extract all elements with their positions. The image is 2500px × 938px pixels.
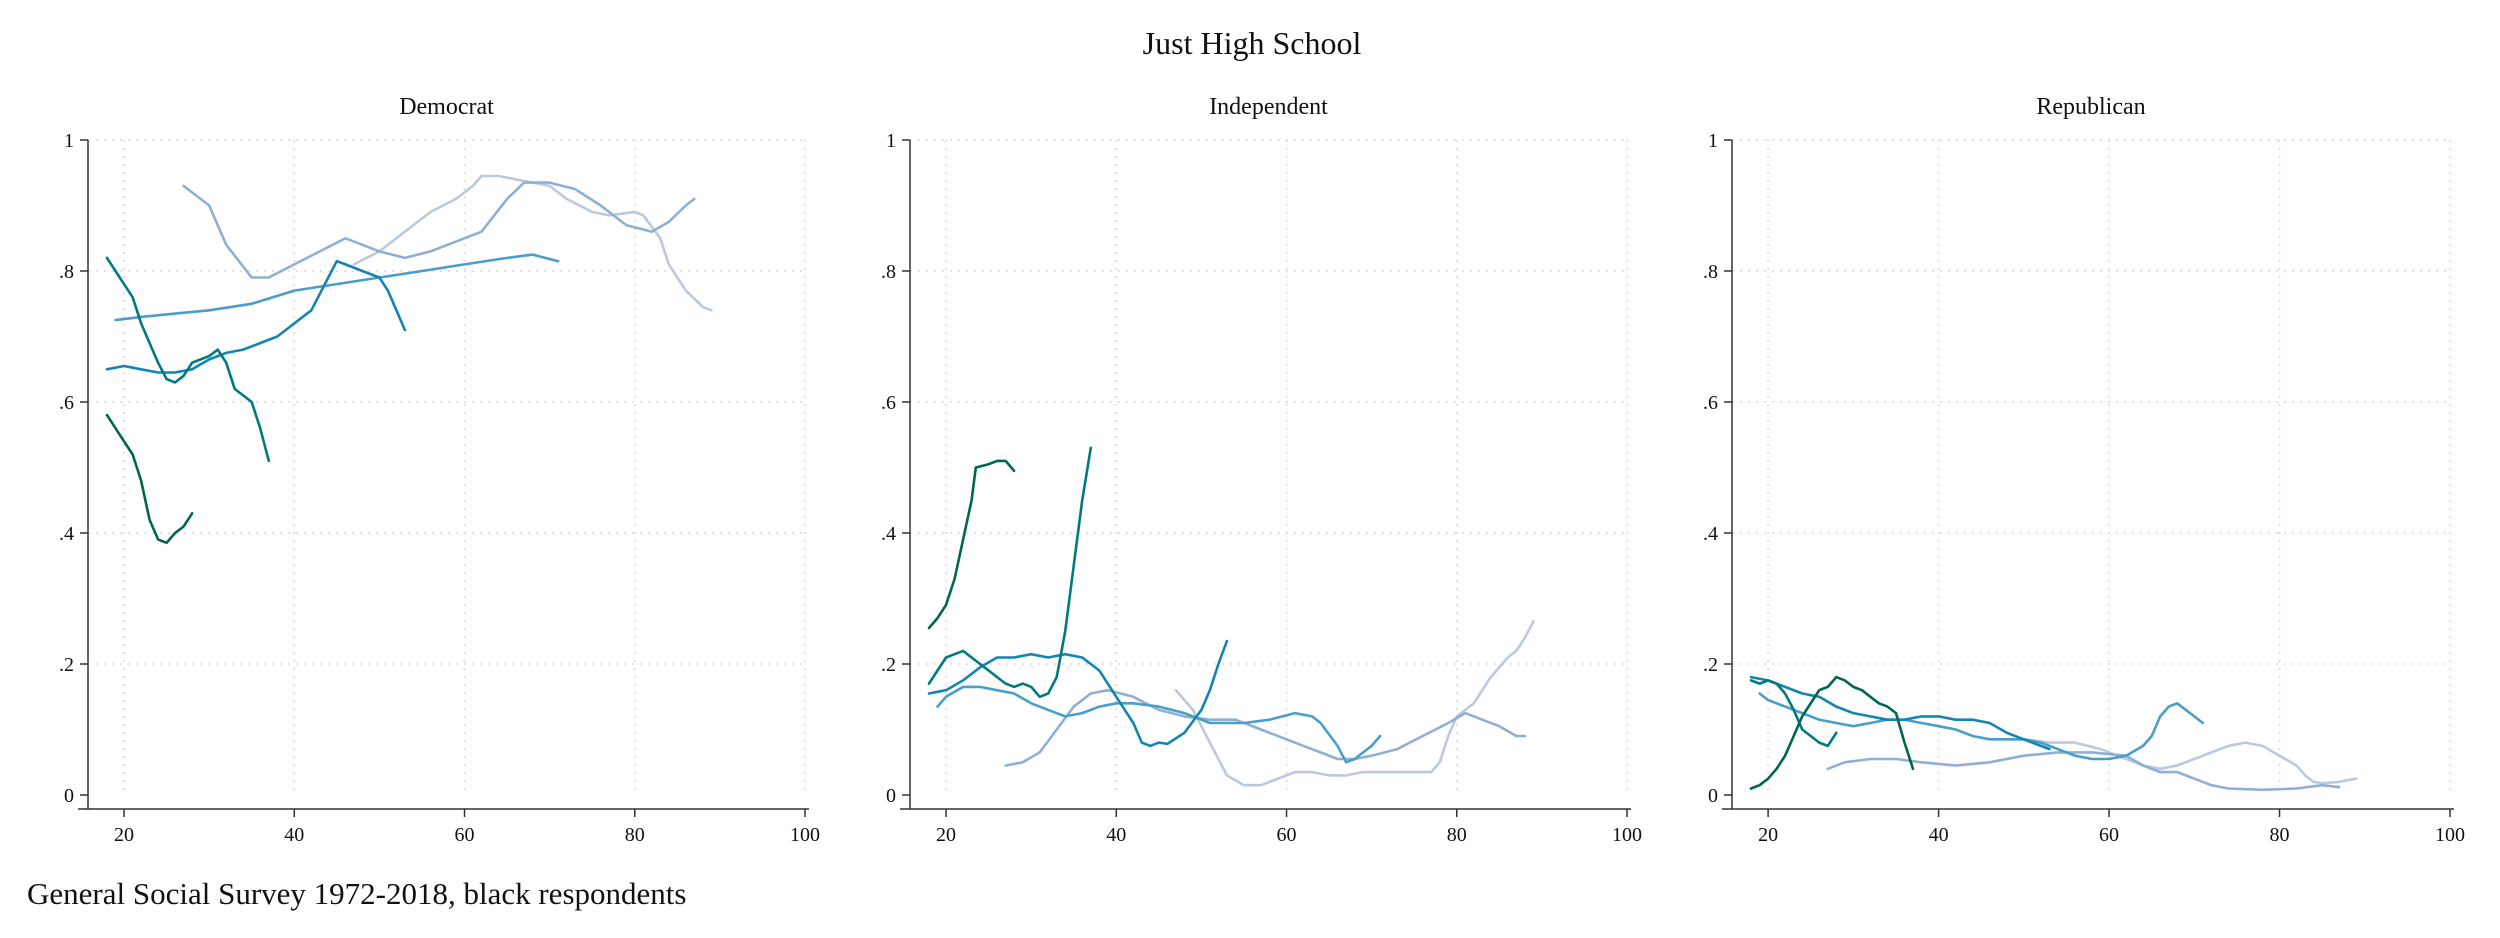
series-line-2 — [1749, 679, 1838, 748]
x-tick-label: 40 — [284, 824, 304, 846]
series-line-2 — [927, 446, 1093, 699]
y-tick-label: .8 — [881, 261, 896, 283]
x-tick-label: 40 — [1106, 824, 1126, 846]
panel-title: Democrat — [399, 94, 494, 120]
x-tick-label: 80 — [2270, 824, 2290, 846]
chart-title: Just High School — [1143, 25, 1362, 61]
y-tick-label: .8 — [1703, 261, 1718, 283]
x-tick-label: 60 — [2099, 824, 2119, 846]
y-tick-label: 1 — [64, 130, 74, 152]
y-tick-label: .4 — [59, 523, 74, 545]
source-note: General Social Survey 1972-2018, black r… — [27, 876, 687, 911]
series-line-1 — [1749, 675, 1915, 790]
y-tick-label: 0 — [1708, 785, 1718, 807]
x-tick-label: 80 — [625, 824, 645, 846]
series-line-5 — [1004, 688, 1527, 767]
series-line-3 — [927, 639, 1229, 748]
series-line-4 — [936, 685, 1382, 764]
series-line-1 — [105, 413, 194, 545]
y-tick-label: .2 — [1703, 654, 1718, 676]
y-tick-label: 1 — [886, 130, 896, 152]
y-tick-label: 0 — [886, 785, 896, 807]
series-line-6 — [1174, 620, 1535, 787]
series-line-3 — [1749, 675, 2051, 751]
y-tick-label: .6 — [59, 392, 74, 414]
x-tick-label: 20 — [114, 824, 134, 846]
x-tick-label: 60 — [455, 824, 475, 846]
panel-title: Republican — [2036, 94, 2145, 120]
x-tick-label: 60 — [1277, 824, 1297, 846]
y-tick-label: .4 — [1703, 523, 1718, 545]
series-line-6 — [352, 174, 713, 312]
x-tick-label: 100 — [790, 824, 820, 846]
series-line-1 — [927, 459, 1016, 630]
y-tick-label: 0 — [64, 785, 74, 807]
x-tick-label: 80 — [1447, 824, 1467, 846]
y-tick-label: .8 — [59, 261, 74, 283]
y-tick-label: .2 — [881, 654, 896, 676]
panel-democrat: Democrat 0 .2 .4 .6 .8 1 20 40 60 80 100 — [59, 94, 820, 846]
y-tick-label: .6 — [881, 392, 896, 414]
x-tick-label: 20 — [936, 824, 956, 846]
series-line-4 — [1758, 692, 2205, 761]
x-tick-label: 100 — [1612, 824, 1642, 846]
y-tick-label: .6 — [1703, 392, 1718, 414]
y-tick-label: 1 — [1708, 130, 1718, 152]
y-tick-label: .4 — [881, 523, 896, 545]
series-line-6 — [1996, 738, 2358, 785]
y-tick-label: .2 — [59, 654, 74, 676]
panel-republican: Republican 0 .2 .4 .6 .8 1 20 40 60 80 100 — [1703, 94, 2465, 846]
x-tick-label: 100 — [2435, 824, 2465, 846]
x-tick-label: 20 — [1758, 824, 1778, 846]
series-line-5 — [182, 181, 696, 279]
panel-title: Independent — [1209, 94, 1328, 120]
panel-independent: Independent 0 .2 .4 .6 .8 1 20 40 60 80 100 — [881, 94, 1642, 846]
x-tick-label: 40 — [1929, 824, 1949, 846]
series-line-2 — [105, 256, 271, 463]
series-line-4 — [114, 253, 560, 322]
